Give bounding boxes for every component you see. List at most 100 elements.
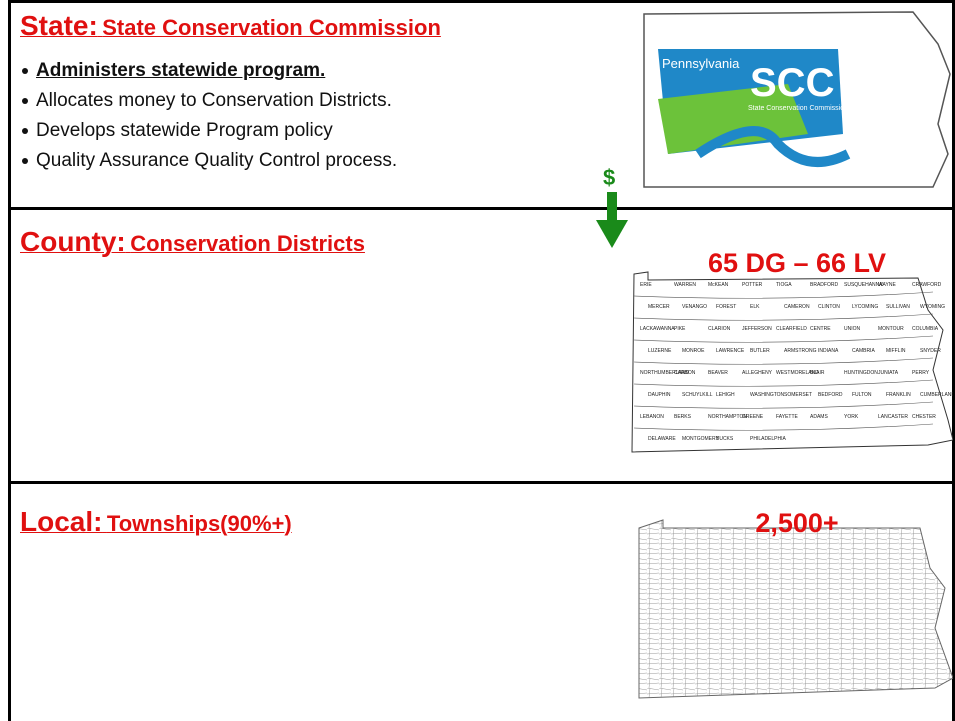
county-label: LEBANON — [640, 414, 664, 420]
county-label: BUCKS — [716, 436, 734, 442]
county-label: ALLEGHENY — [742, 370, 773, 376]
level-label: State: — [20, 10, 98, 41]
county-border — [633, 401, 934, 409]
county-label: WAYNE — [878, 282, 896, 288]
county-label: CUMBERLAND — [920, 392, 953, 398]
funding-symbol: $ — [603, 165, 616, 190]
county-label: MERCER — [648, 304, 670, 310]
county-border — [633, 379, 934, 387]
bullet-text: Allocates money to Conservation District… — [36, 90, 392, 111]
county-label: LUZERNE — [648, 348, 672, 354]
county-label: CLINTON — [818, 304, 840, 310]
left-border — [8, 0, 11, 721]
county-label: CLEARFIELD — [776, 326, 807, 332]
logo-name: Pennsylvania — [662, 56, 740, 71]
county-label: SUSQUEHANNA — [844, 282, 883, 288]
county-label: MONTGOMERY — [682, 436, 720, 442]
county-map: ERIE WARREN McKEAN POTTER TIOGA BRADFORD SUSQU… — [631, 271, 953, 453]
map-caption: 2,500+ — [755, 508, 839, 538]
county-label: BEAVER — [708, 370, 728, 376]
county-label: SNYDER — [920, 348, 941, 354]
divider — [8, 207, 955, 210]
funding-arrow — [596, 192, 628, 248]
bullet: Quality Assurance Quality Control proces… — [22, 150, 397, 172]
logo-subtitle: State Conservation Commission — [748, 105, 848, 112]
county-label: MONROE — [682, 348, 705, 354]
county-label: LAWRENCE — [716, 348, 745, 354]
county-label: LEHIGH — [716, 392, 735, 398]
county-label: TIOGA — [776, 282, 792, 288]
county-label: LANCASTER — [878, 414, 908, 420]
county-label: LYCOMING — [852, 304, 878, 310]
level-label: Local: — [20, 506, 103, 537]
county-label: SOMERSET — [784, 392, 812, 398]
county-label: CHESTER — [912, 414, 936, 420]
county-label: YORK — [844, 414, 859, 420]
level-label: County: — [20, 226, 126, 257]
county-label: BLAIR — [810, 370, 825, 376]
top-border — [8, 0, 955, 3]
county-label: BUTLER — [750, 348, 770, 354]
county-label: FULTON — [852, 392, 872, 398]
scc-logo-map: Pennsylvania SCC State Conservation Comm… — [643, 11, 951, 188]
section-heading: State: State Conservation Commission — [20, 10, 441, 42]
county-label: DAUPHIN — [648, 392, 671, 398]
bullet-text: Develops statewide Program policy — [36, 120, 333, 141]
county-label: MIFFLIN — [886, 348, 906, 354]
county-label: WARREN — [674, 282, 696, 288]
county-label: WASHINGTON — [750, 392, 785, 398]
bullet-text: Quality Assurance Quality Control proces… — [36, 150, 398, 171]
county-label: CENTRE — [810, 326, 831, 332]
section-heading: Local: Townships(90%+) — [20, 506, 292, 538]
county-label: FRANKLIN — [886, 392, 911, 398]
county-label: BERKS — [674, 414, 692, 420]
county-border — [633, 291, 934, 299]
county-border — [633, 357, 934, 365]
county-label: JUNIATA — [878, 370, 899, 376]
county-label: CAMBRIA — [852, 348, 875, 354]
logo-acronym: SCC — [750, 61, 834, 105]
county-label: PIKE — [674, 326, 686, 332]
county-label: SCHUYLKILL — [682, 392, 713, 398]
county-label: COLUMBIA — [912, 326, 939, 332]
county-label: NORTHAMPTON — [708, 414, 747, 420]
county-label: ARMSTRONG — [784, 348, 817, 354]
county-label: SULLIVAN — [886, 304, 910, 310]
county-label: ADAMS — [810, 414, 828, 420]
county-label: LACKAWANNA — [640, 326, 675, 332]
county-label: PHILADELPHIA — [750, 436, 787, 442]
county-border — [633, 335, 934, 343]
county-label: INDIANA — [818, 348, 839, 354]
county-label: JEFFERSON — [742, 326, 772, 332]
county-label: CRAWFORD — [912, 282, 942, 288]
county-label: VENANGO — [682, 304, 707, 310]
map-caption: 65 DG – 66 LV — [707, 248, 887, 278]
county-label: CARBON — [674, 370, 696, 376]
section-heading: County: Conservation Districts — [20, 226, 365, 258]
bullet: Allocates money to Conservation District… — [22, 90, 392, 112]
county-label: CAMERON — [784, 304, 810, 310]
county-label: HUNTINGDON — [844, 370, 878, 376]
right-border — [952, 0, 955, 721]
county-label: MONTOUR — [878, 326, 904, 332]
county-label: FAYETTE — [776, 414, 799, 420]
bullet-text: Administers statewide program. — [36, 60, 326, 81]
county-border — [633, 423, 934, 431]
bullet: Administers statewide program. — [22, 60, 325, 82]
township-map — [638, 519, 953, 699]
county-label: POTTER — [742, 282, 763, 288]
county-label: WESTMORELAND — [776, 370, 819, 376]
county-label: PERRY — [912, 370, 930, 376]
county-label: UNION — [844, 326, 861, 332]
county-label: ERIE — [640, 282, 652, 288]
county-label: DELAWARE — [648, 436, 676, 442]
county-label: WYOMING — [920, 304, 945, 310]
county-label: FOREST — [716, 304, 736, 310]
county-label: BEDFORD — [818, 392, 843, 398]
county-label: McKEAN — [708, 282, 729, 288]
county-label: CLARION — [708, 326, 731, 332]
county-border — [633, 313, 934, 321]
level-title: Townships(90%+) — [106, 511, 292, 536]
bullet: Develops statewide Program policy — [22, 120, 333, 142]
